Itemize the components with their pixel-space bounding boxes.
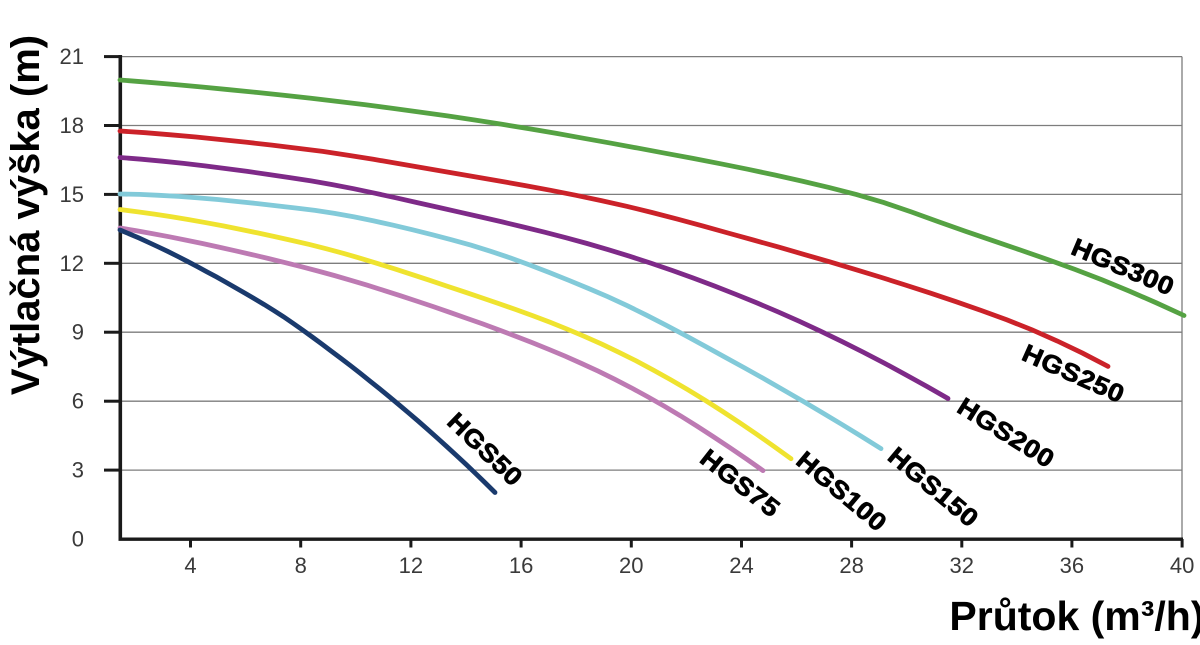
svg-text:Výtlačná výška (m): Výtlačná výška (m) xyxy=(4,35,48,395)
svg-text:20: 20 xyxy=(619,553,643,578)
svg-text:3: 3 xyxy=(72,458,84,483)
svg-text:4: 4 xyxy=(184,553,196,578)
svg-text:12: 12 xyxy=(60,251,84,276)
svg-text:18: 18 xyxy=(60,113,84,138)
svg-text:15: 15 xyxy=(60,182,84,207)
svg-text:8: 8 xyxy=(295,553,307,578)
svg-text:0: 0 xyxy=(72,527,84,552)
svg-text:36: 36 xyxy=(1060,553,1084,578)
svg-text:21: 21 xyxy=(60,44,84,69)
svg-text:32: 32 xyxy=(950,553,974,578)
svg-text:9: 9 xyxy=(72,320,84,345)
svg-text:6: 6 xyxy=(72,389,84,414)
svg-text:24: 24 xyxy=(729,553,753,578)
svg-text:Průtok (m³/h): Průtok (m³/h) xyxy=(949,593,1200,639)
svg-text:40: 40 xyxy=(1170,553,1194,578)
svg-text:28: 28 xyxy=(839,553,863,578)
svg-text:12: 12 xyxy=(399,553,423,578)
svg-text:16: 16 xyxy=(509,553,533,578)
